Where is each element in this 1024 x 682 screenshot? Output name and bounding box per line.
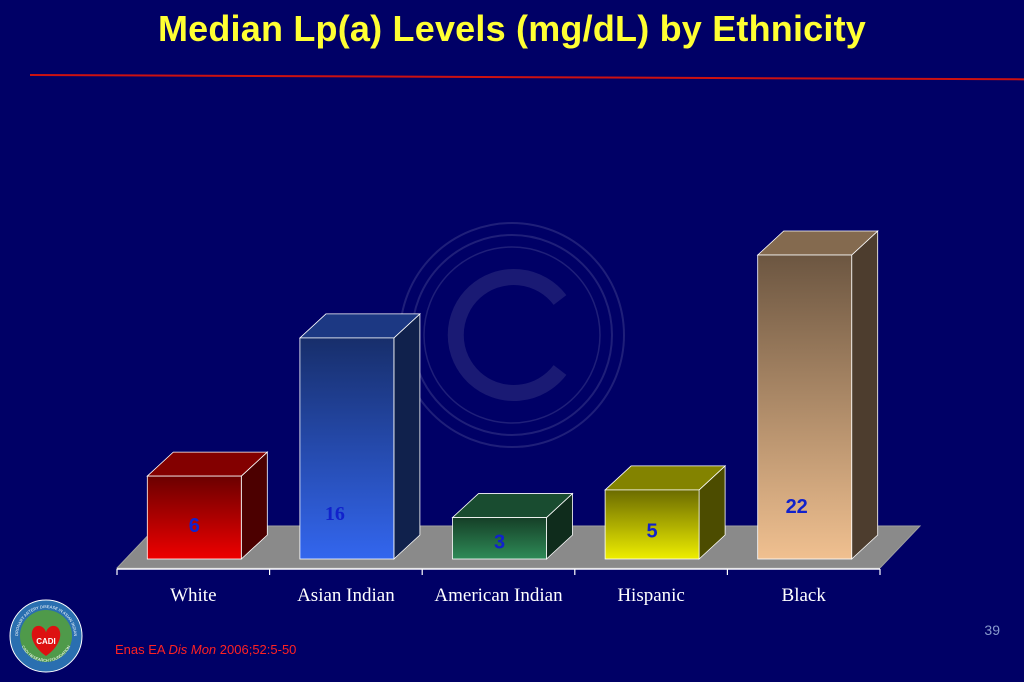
slide-title: Median Lp(a) Levels (mg/dL) by Ethnicity [157,8,867,49]
bar-hispanic [604,464,727,560]
bars [146,230,879,560]
category-label: American Indian [434,585,563,606]
cadi-logo: CADI CORONARY ARTERY DISEASE IN ASIAN IN… [8,598,83,673]
bar-front [299,337,395,560]
citation: Enas EA Dis Mon 2006;52:5-50 [115,642,296,657]
bar-white [146,451,269,560]
bar-front [604,489,700,560]
citation-ref: 2006;52:5-50 [216,642,297,657]
bar-black [756,230,879,560]
copyright-icon [399,222,625,448]
bar-front [757,254,853,560]
bar-american-indian [451,492,574,560]
value-label: 22 [786,496,808,518]
value-label: 6 [189,515,200,537]
category-label: White [170,585,216,606]
value-label: 16 [325,503,345,525]
bar-side [393,312,421,560]
category-label: Hispanic [617,585,685,606]
value-labels: 6 16 3 5 22 [189,496,808,553]
bar-front [146,475,242,560]
bar-front [452,517,547,560]
bar-asian-indian [298,312,421,560]
x-ticks [116,569,881,575]
category-label: Asian Indian [297,585,395,606]
citation-author: Enas EA [115,642,169,657]
category-label: Black [782,585,827,606]
slide-number: 39 [984,622,1000,638]
category-labels: White Asian Indian American Indian Hispanic… [170,585,826,606]
logo-center-text: CADI [36,637,56,646]
citation-journal: Dis Mon [168,642,217,657]
value-label: 5 [647,520,658,542]
bar-side [851,230,879,560]
value-label: 3 [494,531,505,553]
